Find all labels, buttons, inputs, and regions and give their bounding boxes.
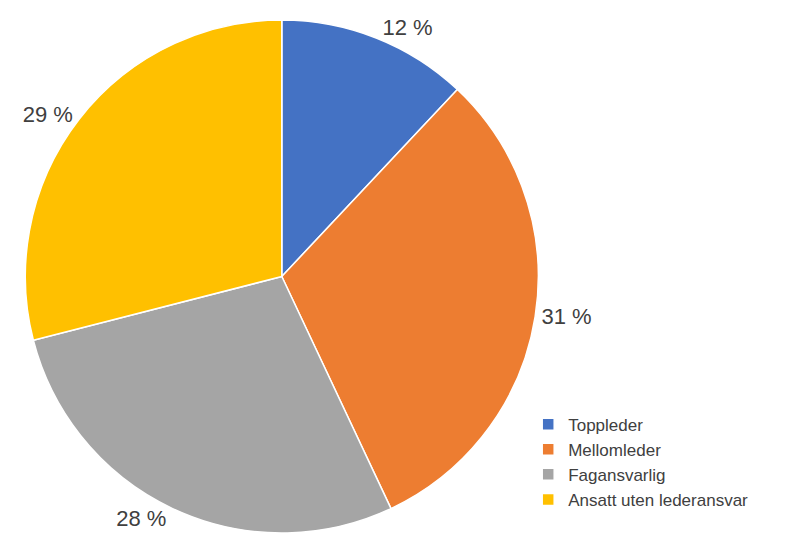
svg-text:29 %: 29 % — [23, 102, 73, 127]
svg-text:28 %: 28 % — [116, 506, 166, 531]
svg-text:Ansatt uten lederansvar: Ansatt uten lederansvar — [568, 491, 748, 510]
svg-text:Mellomleder: Mellomleder — [568, 441, 661, 460]
svg-text:Toppleder: Toppleder — [568, 416, 643, 435]
svg-text:31 %: 31 % — [541, 304, 591, 329]
svg-text:Fagansvarlig: Fagansvarlig — [568, 466, 665, 485]
svg-text:12 %: 12 % — [382, 15, 432, 40]
